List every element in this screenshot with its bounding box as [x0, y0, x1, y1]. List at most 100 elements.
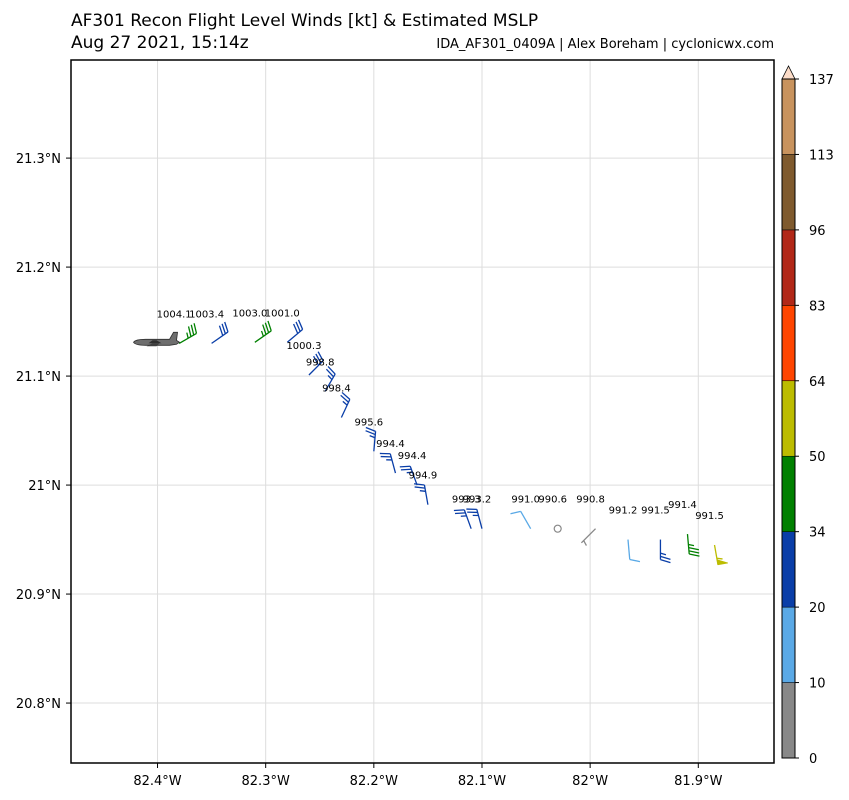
barb-full: [400, 468, 412, 471]
barb-shaft: [463, 509, 472, 529]
barb-full: [315, 353, 322, 364]
wind-barb: 990.6: [538, 495, 567, 533]
mslp-label: 991.5: [695, 511, 724, 522]
mslp-label: 998.8: [306, 357, 335, 368]
barb-shaft: [423, 484, 429, 505]
colorbar-tick-label: 83: [809, 299, 826, 314]
barb-shaft: [520, 511, 532, 529]
mslp-label: 1003.0: [232, 308, 267, 319]
barb-full: [193, 323, 198, 334]
barb-half: [583, 540, 587, 546]
barb-full: [453, 509, 465, 512]
barb-full: [325, 368, 335, 378]
barb-shaft: [286, 328, 304, 343]
wind-barb: 994.4: [376, 439, 405, 474]
barb-half: [186, 332, 189, 339]
barb-full: [688, 547, 700, 551]
colorbar-tick-label: 113: [809, 148, 834, 163]
mslp-label: 1004.1: [157, 309, 192, 320]
wind-barb: 998.4: [322, 383, 351, 418]
barb-full: [190, 324, 195, 336]
lat-tick-label: 20.9°N: [16, 588, 61, 603]
colorbar-tick-label: 20: [809, 601, 826, 616]
wind-barb: 991.5: [641, 506, 671, 564]
barb-shaft: [254, 330, 272, 343]
barb-full: [340, 394, 349, 403]
mslp-label: 991.4: [668, 500, 697, 511]
wind-barb: 993.2: [463, 495, 491, 529]
barb-full: [365, 430, 376, 436]
mslp-label: 994.4: [376, 439, 405, 450]
barb-full: [660, 555, 671, 560]
wind-barb: 1003.4: [189, 309, 229, 344]
lat-tick-label: 21.2°N: [16, 261, 61, 276]
barb-half: [716, 557, 723, 560]
gridlines: [71, 60, 774, 763]
mslp-label: 991.0: [511, 495, 540, 506]
chart-attribution: IDA_AF301_0409A | Alex Boreham | cycloni…: [436, 37, 774, 52]
barb-shaft: [340, 399, 351, 418]
barb-shaft: [324, 373, 336, 392]
aircraft-icon: [133, 331, 181, 347]
map-frame: [70, 59, 775, 764]
barb-full: [327, 365, 336, 375]
barb-half: [419, 490, 426, 492]
mslp-label: 998.4: [322, 383, 351, 394]
colorbar-segment: [781, 455, 796, 532]
mslp-label: 1000.3: [286, 341, 321, 352]
colorbar-tick-label: 34: [809, 526, 826, 541]
lat-tick-label: 21.3°N: [16, 152, 61, 167]
barb-full: [510, 510, 521, 515]
axes-layer: 82.4°W 82.3°W 82.2°W 82.1°W 82°W 81.9°W 21.3°N…: [16, 152, 723, 789]
barb-shaft: [686, 534, 690, 555]
lat-tick-label: 21°N: [28, 479, 61, 494]
barb-full: [629, 558, 641, 563]
colorbar: 0 10 20 34 50 64 83 96 113 137: [781, 65, 834, 767]
wind-barb: 998.8: [306, 357, 336, 392]
barb-full: [413, 483, 425, 486]
mslp-label: 995.6: [355, 417, 384, 428]
wind-barb: 1000.3: [286, 341, 324, 376]
colorbar-tick-label: 64: [809, 375, 826, 390]
barb-flag: [716, 559, 728, 566]
barb-full: [660, 558, 671, 564]
wind-barb: 995.6: [355, 417, 384, 452]
lon-tick-label: 81.9°W: [674, 774, 722, 789]
barb-full: [297, 319, 304, 330]
wind-barb: 991.4: [668, 500, 700, 557]
barb-shaft: [409, 466, 418, 486]
colorbar-segment: [781, 154, 796, 231]
mslp-label: 1003.4: [189, 309, 224, 320]
barb-full: [688, 550, 700, 554]
colorbar-segment: [781, 229, 796, 306]
mslp-label: 991.2: [609, 506, 638, 517]
barb-shaft: [580, 528, 597, 544]
lon-tick-label: 82.1°W: [458, 774, 506, 789]
barb-half: [260, 330, 264, 337]
colorbar-frame: [781, 78, 796, 759]
colorbar-segment: [781, 78, 796, 155]
chart-title: AF301 Recon Flight Level Winds [kt] & Es…: [71, 11, 539, 31]
barb-shaft: [211, 331, 229, 344]
colorbar-tick-label: 0: [809, 752, 817, 767]
barb-full: [224, 321, 229, 333]
barb-full: [317, 351, 324, 362]
wind-barb: 994.9: [409, 471, 438, 505]
barb-full: [341, 391, 351, 400]
lat-tick-label: 20.8°N: [16, 697, 61, 712]
barb-shaft: [389, 453, 397, 474]
mslp-label: 994.9: [409, 471, 438, 482]
colorbar-extend: [781, 65, 796, 80]
colorbar-segment: [781, 380, 796, 457]
colorbar-tick-label: 137: [809, 73, 834, 88]
barb-full: [454, 512, 466, 515]
mslp-label: 1001.0: [265, 308, 300, 319]
mslp-label: 994.4: [398, 451, 427, 462]
barb-full: [187, 326, 192, 337]
colorbar-segment: [781, 531, 796, 608]
wind-barb: 1004.1: [157, 309, 198, 344]
lon-tick-label: 82.2°W: [350, 774, 398, 789]
barb-shaft: [627, 539, 631, 560]
barb-half: [660, 552, 667, 556]
